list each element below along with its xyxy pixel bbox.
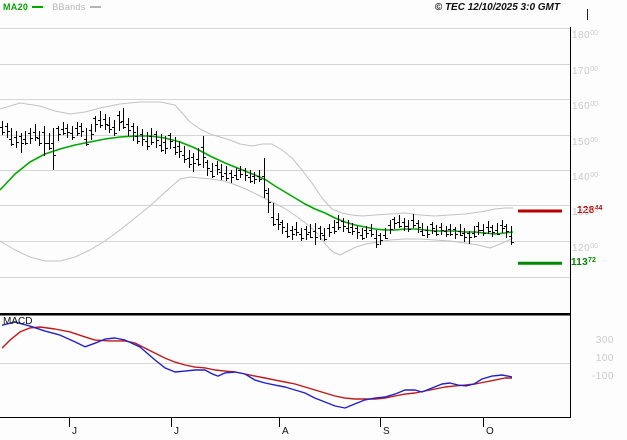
legend-ma20[interactable]: MA20 [3, 2, 46, 12]
macd-top-border [0, 313, 571, 316]
macd-tick-label: 100 [595, 353, 614, 364]
price-tick-label: 13000 [572, 207, 598, 218]
bollinger-bands [0, 101, 514, 262]
legend: MA20 BBands [3, 2, 110, 12]
price-tick-label: 16000 [572, 101, 598, 112]
resistance-price-main: 128 [577, 205, 595, 216]
legend-bbands-label: BBands [52, 2, 86, 12]
support-price-sup: 72 [588, 257, 596, 264]
candlesticks [0, 108, 514, 248]
ma20-line [0, 135, 514, 235]
bollinger-lower-band [0, 176, 514, 262]
candle-bars [2, 108, 512, 248]
month-label-A: A [282, 426, 289, 437]
bbands-dash-icon [89, 5, 101, 8]
bollinger-upper-band [0, 101, 513, 217]
price-tick-label: 12000 [572, 243, 598, 254]
ma20-dash-icon [32, 5, 44, 8]
macd-tick-label: -100 [591, 371, 614, 382]
price-tick-label: 15000 [572, 137, 598, 148]
support-price-main: 113 [571, 257, 589, 268]
price-tick-label: 14000 [572, 172, 598, 183]
resistance-price-sup: 44 [594, 205, 603, 212]
macd-panel-title: MACD [3, 316, 33, 327]
price-gridlines [0, 28, 571, 278]
support-price-label: 11372 [571, 257, 596, 269]
month-label-O: O [486, 426, 494, 437]
price-tick-label: 17000 [572, 66, 598, 77]
macd-signal-line [1, 326, 512, 400]
axis-top-tick [587, 9, 588, 20]
panel-borders [0, 27, 572, 419]
candle-close-ticks [2, 122, 514, 245]
legend-bbands[interactable]: BBands [52, 2, 103, 12]
month-label-S: S [383, 426, 390, 437]
month-label-J: J [72, 426, 77, 437]
legend-ma20-label: MA20 [3, 2, 29, 12]
resistance-price-label: 12844 [577, 205, 602, 217]
month-label-J: J [174, 426, 179, 437]
copyright-text: © TEC 12/10/2025 3:0 GMT [434, 2, 560, 13]
macd-line [1, 321, 513, 409]
macd-tick-label: 300 [595, 335, 614, 346]
candle-open-ticks [0, 115, 512, 239]
month-ticks [69, 418, 484, 427]
price-tick-label: 18000 [572, 30, 598, 41]
